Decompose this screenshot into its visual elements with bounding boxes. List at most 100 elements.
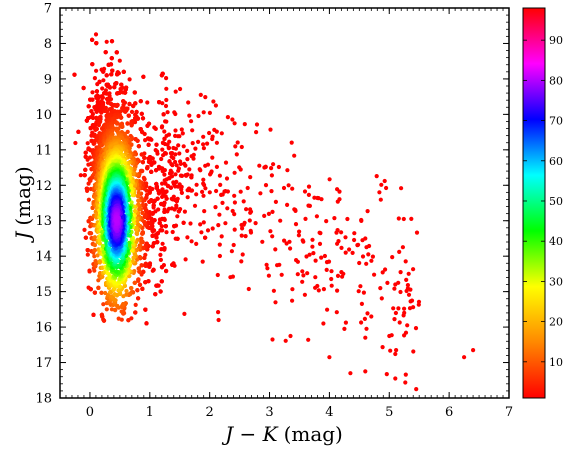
data-point bbox=[302, 189, 308, 194]
data-point bbox=[332, 216, 337, 221]
data-point bbox=[335, 187, 340, 192]
data-point bbox=[159, 125, 164, 130]
data-point bbox=[139, 263, 144, 268]
data-point bbox=[135, 222, 141, 227]
data-point bbox=[207, 130, 212, 136]
data-point bbox=[281, 185, 287, 191]
data-point bbox=[173, 89, 178, 94]
data-point bbox=[243, 234, 248, 239]
data-point bbox=[129, 248, 135, 253]
data-point bbox=[150, 268, 155, 273]
data-point bbox=[128, 183, 134, 188]
data-point bbox=[413, 326, 419, 331]
data-point bbox=[190, 141, 195, 146]
data-point bbox=[360, 254, 366, 259]
data-point bbox=[181, 144, 186, 149]
data-point bbox=[295, 272, 300, 277]
data-point bbox=[393, 351, 398, 357]
data-point bbox=[163, 181, 168, 186]
data-point bbox=[109, 294, 114, 299]
data-point bbox=[269, 166, 274, 171]
data-point bbox=[164, 97, 169, 103]
data-point bbox=[270, 209, 275, 214]
data-point bbox=[414, 387, 419, 392]
data-point bbox=[152, 125, 157, 130]
data-point bbox=[377, 190, 382, 195]
data-point bbox=[185, 148, 190, 153]
data-point bbox=[279, 272, 284, 277]
data-point bbox=[290, 186, 295, 191]
data-point bbox=[173, 128, 178, 133]
data-point bbox=[462, 355, 467, 360]
data-point bbox=[246, 286, 251, 292]
data-point bbox=[95, 96, 100, 101]
data-point bbox=[150, 244, 155, 249]
data-point bbox=[177, 151, 182, 156]
data-point bbox=[396, 216, 401, 221]
data-point bbox=[187, 113, 192, 118]
data-point bbox=[112, 280, 117, 285]
data-point bbox=[88, 231, 94, 236]
data-point bbox=[216, 223, 221, 228]
data-point bbox=[335, 288, 340, 293]
data-point bbox=[217, 242, 222, 247]
data-point bbox=[321, 321, 326, 326]
data-point bbox=[339, 245, 344, 250]
data-point bbox=[110, 68, 115, 73]
data-point bbox=[99, 312, 104, 317]
data-point bbox=[242, 122, 247, 127]
data-point bbox=[271, 288, 276, 293]
data-point bbox=[364, 245, 369, 250]
data-point bbox=[133, 112, 138, 117]
data-point bbox=[263, 183, 269, 188]
data-point bbox=[370, 254, 375, 259]
data-point bbox=[269, 173, 274, 178]
data-point bbox=[107, 93, 112, 99]
data-point bbox=[133, 137, 138, 142]
data-point bbox=[164, 76, 169, 81]
data-point bbox=[380, 270, 385, 275]
data-point bbox=[194, 182, 199, 187]
data-point bbox=[240, 226, 245, 231]
data-point bbox=[172, 224, 177, 229]
data-point bbox=[149, 169, 154, 174]
data-point bbox=[93, 32, 99, 37]
data-point bbox=[312, 195, 317, 200]
data-point bbox=[270, 337, 275, 342]
data-point bbox=[362, 316, 367, 321]
data-point bbox=[203, 163, 208, 168]
data-point bbox=[164, 133, 169, 138]
data-point bbox=[150, 228, 155, 233]
data-point bbox=[150, 233, 155, 238]
data-point bbox=[300, 279, 305, 284]
data-point bbox=[129, 109, 135, 114]
data-point bbox=[339, 230, 344, 235]
data-point bbox=[178, 86, 183, 92]
data-point bbox=[109, 56, 114, 61]
data-point bbox=[130, 193, 135, 198]
data-point bbox=[159, 265, 165, 270]
data-point bbox=[182, 209, 187, 214]
data-point bbox=[136, 266, 141, 271]
data-point bbox=[319, 255, 324, 260]
data-point bbox=[121, 99, 126, 104]
data-point bbox=[408, 299, 413, 304]
data-point bbox=[400, 245, 405, 250]
data-point bbox=[142, 255, 147, 260]
data-point bbox=[343, 250, 348, 255]
data-point bbox=[169, 154, 174, 159]
data-point bbox=[136, 198, 141, 203]
data-point bbox=[239, 259, 244, 264]
data-point bbox=[175, 214, 180, 219]
data-point bbox=[396, 306, 401, 311]
data-point bbox=[302, 292, 307, 297]
data-point bbox=[90, 90, 95, 95]
data-point bbox=[230, 208, 235, 214]
data-point bbox=[387, 333, 392, 339]
data-point bbox=[94, 68, 99, 73]
data-point bbox=[157, 217, 163, 222]
data-point bbox=[273, 300, 278, 305]
data-point bbox=[403, 372, 408, 377]
data-point bbox=[147, 199, 152, 204]
data-point bbox=[94, 41, 99, 46]
